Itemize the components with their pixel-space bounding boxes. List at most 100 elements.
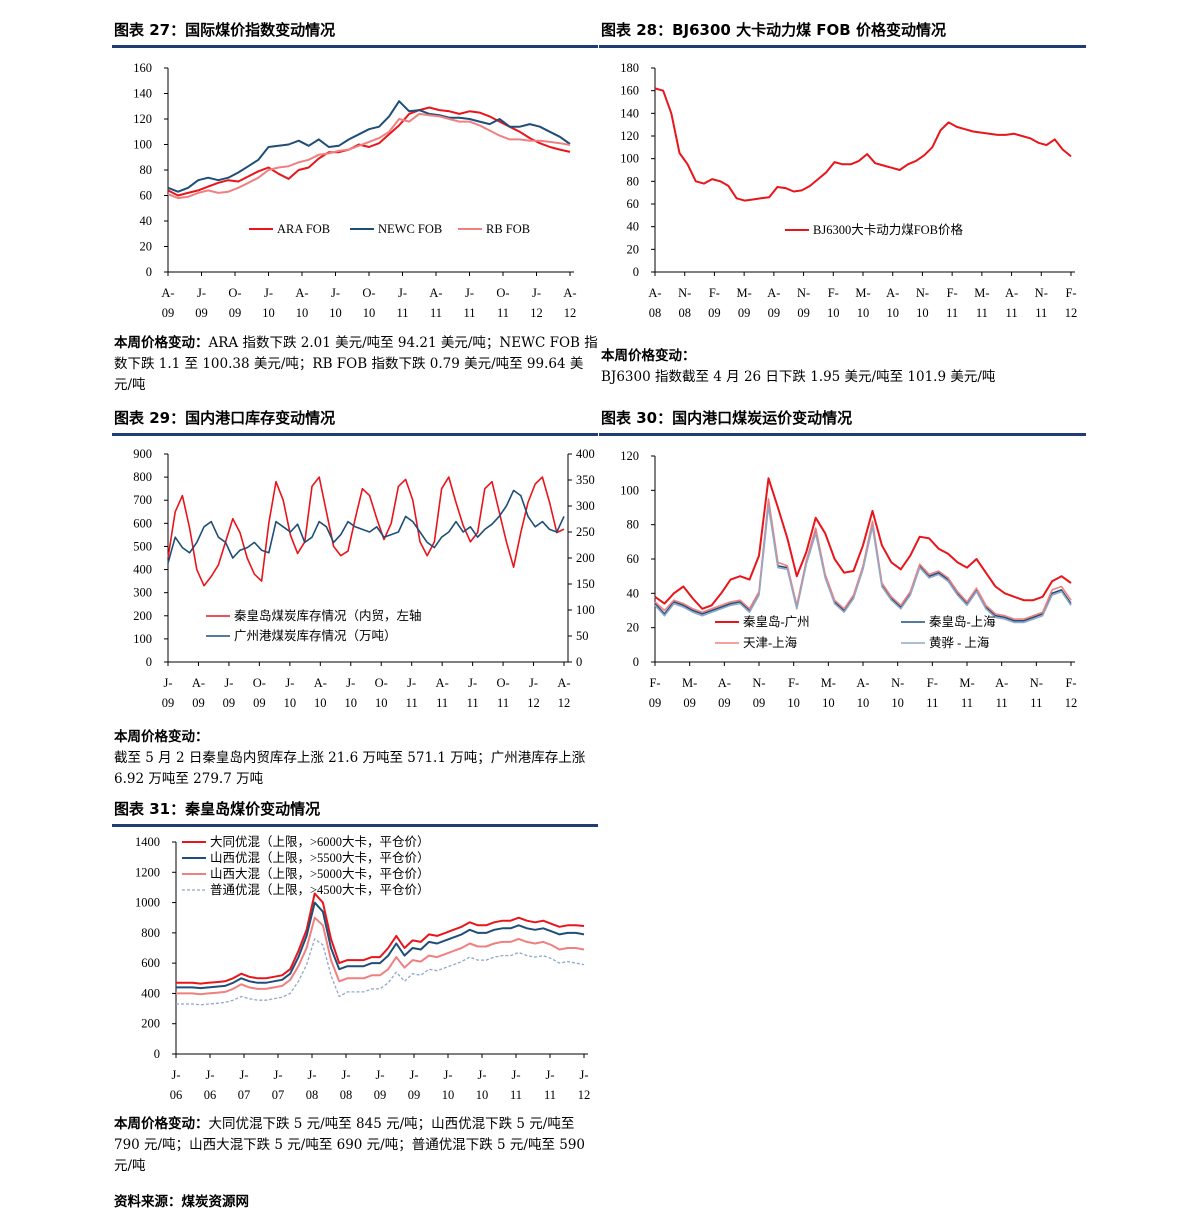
x-tick-label: J- [443, 1068, 452, 1082]
x-tick-label: 10 [891, 696, 904, 710]
series-line-1 [654, 501, 1072, 622]
y-tick-label: 40 [627, 220, 640, 234]
y-tick-label: 0 [633, 265, 639, 279]
legend-label-3: 普通优混（上限，>4500大卡，平仓价） [210, 883, 430, 897]
fig27-note-text: ARA 指数下跌 2.01 美元/吨至 94.21 美元/吨；NEWC FOB … [114, 335, 598, 393]
y-tick-label: 100 [620, 152, 639, 166]
series-line-0 [654, 87, 1072, 202]
x-tick-label: M- [821, 676, 836, 690]
y-tick-label: 0 [146, 655, 152, 669]
x-tick-label: J- [579, 1068, 588, 1082]
x-tick-label: O- [228, 286, 241, 300]
y-tick-label: 120 [133, 112, 152, 126]
x-tick-label: 10 [345, 696, 358, 710]
x-tick-label: 11 [1030, 696, 1042, 710]
y-tick-label: 100 [133, 632, 152, 646]
x-tick-label: A- [718, 676, 731, 690]
legend-label-1: NEWC FOB [378, 222, 442, 236]
x-tick-label: A- [767, 286, 780, 300]
x-tick-label: 08 [340, 1088, 353, 1102]
x-tick-label: 10 [857, 696, 870, 710]
chart-international-coal-index: 0 20 40 60 80 100 120 140 160 A- 09 J- 09 O- 09 J- 10 A- 1… [133, 61, 576, 320]
y-tick-label: 200 [141, 1017, 160, 1031]
x-tick-label: 09 [229, 306, 242, 320]
fig31-title: 图表 31：秦皇岛煤价变动情况 [114, 800, 321, 818]
x-tick-label: 10 [827, 306, 840, 320]
x-tick-label: M- [974, 286, 989, 300]
x-tick-label: 09 [195, 306, 208, 320]
y2-tick-label: 200 [576, 551, 595, 565]
x-tick-label: 10 [363, 306, 376, 320]
x-tick-label: 11 [406, 696, 418, 710]
x-tick-label: 08 [306, 1088, 319, 1102]
x-tick-label: A- [995, 676, 1008, 690]
x-tick-label: 10 [476, 1088, 489, 1102]
series-line-0 [167, 106, 571, 197]
y-tick-label: 0 [154, 1047, 160, 1061]
source-note: 资料来源：煤炭资源网 [114, 1194, 249, 1210]
y2-tick-label: 350 [576, 473, 595, 487]
x-tick-label: 10 [296, 306, 309, 320]
y2-tick-label: 400 [576, 447, 595, 461]
y2-tick-label: 250 [576, 525, 595, 539]
y-tick-label: 0 [146, 265, 152, 279]
y-tick-label: 700 [133, 493, 152, 507]
x-tick-label: J- [511, 1068, 520, 1082]
x-tick-label: 11 [396, 306, 408, 320]
x-tick-label: 11 [926, 696, 938, 710]
fig28-rule [599, 45, 1086, 48]
series-line-2 [654, 498, 1072, 620]
fig27-note-label: 本周价格变动： [114, 335, 209, 351]
x-tick-label: 11 [510, 1088, 522, 1102]
fig29-note-label: 本周价格变动： [114, 729, 209, 745]
x-tick-label: 11 [463, 306, 475, 320]
legend-label-3: 黄骅 - 上海 [929, 635, 990, 650]
y-tick-label: 1000 [135, 896, 160, 910]
x-tick-label: 07 [238, 1088, 251, 1102]
x-tick-label: 09 [408, 1088, 421, 1102]
x-tick-label: M- [855, 286, 870, 300]
x-tick-label: 10 [284, 696, 297, 710]
x-tick-label: N- [1035, 286, 1048, 300]
y-tick-label: 160 [620, 84, 639, 98]
x-tick-label: 11 [976, 306, 988, 320]
x-tick-label: N- [1030, 676, 1043, 690]
x-tick-label: J- [545, 1068, 554, 1082]
series-line-1 [167, 100, 571, 193]
fig30-title: 图表 30：国内港口煤炭运价变动情况 [601, 409, 853, 427]
x-tick-label: 12 [1065, 306, 1078, 320]
fig30-rule [599, 433, 1086, 436]
x-tick-label: N- [678, 286, 691, 300]
x-tick-label: 11 [436, 696, 448, 710]
y-tick-label: 600 [133, 516, 152, 530]
x-tick-label: 10 [442, 1088, 455, 1102]
x-tick-label: 09 [718, 696, 731, 710]
x-tick-label: F- [828, 286, 839, 300]
x-tick-label: J- [375, 1068, 384, 1082]
x-tick-label: J- [197, 286, 206, 300]
x-tick-label: F- [1065, 676, 1076, 690]
x-tick-label: J- [529, 676, 538, 690]
x-tick-label: 10 [886, 306, 899, 320]
chart-port-inventory: 0 100 200 300 400 500 600 700 800 900 0 50 100 150 200… [133, 447, 595, 710]
x-tick-label: M- [682, 676, 697, 690]
fig27-note: 本周价格变动：ARA 指数下跌 2.01 美元/吨至 94.21 美元/吨；NE… [114, 333, 598, 396]
x-tick-label: J- [171, 1068, 180, 1082]
x-tick-label: J- [285, 676, 294, 690]
y-tick-label: 80 [140, 163, 153, 177]
series-line-0 [654, 477, 1072, 610]
x-tick-label: F- [649, 676, 660, 690]
x-tick-label: O- [375, 676, 388, 690]
series-line-0 [176, 892, 585, 985]
x-tick-label: N- [752, 676, 765, 690]
x-tick-label: 10 [262, 306, 275, 320]
x-tick-label: 11 [946, 306, 958, 320]
y-tick-label: 200 [133, 609, 152, 623]
fig27-title: 图表 27：国际煤价指数变动情况 [114, 21, 336, 39]
x-tick-label: J- [307, 1068, 316, 1082]
x-tick-label: 11 [1035, 306, 1047, 320]
y-tick-label: 800 [141, 926, 160, 940]
y-tick-label: 60 [627, 552, 640, 566]
x-tick-label: 06 [204, 1088, 217, 1102]
x-tick-label: J- [224, 676, 233, 690]
